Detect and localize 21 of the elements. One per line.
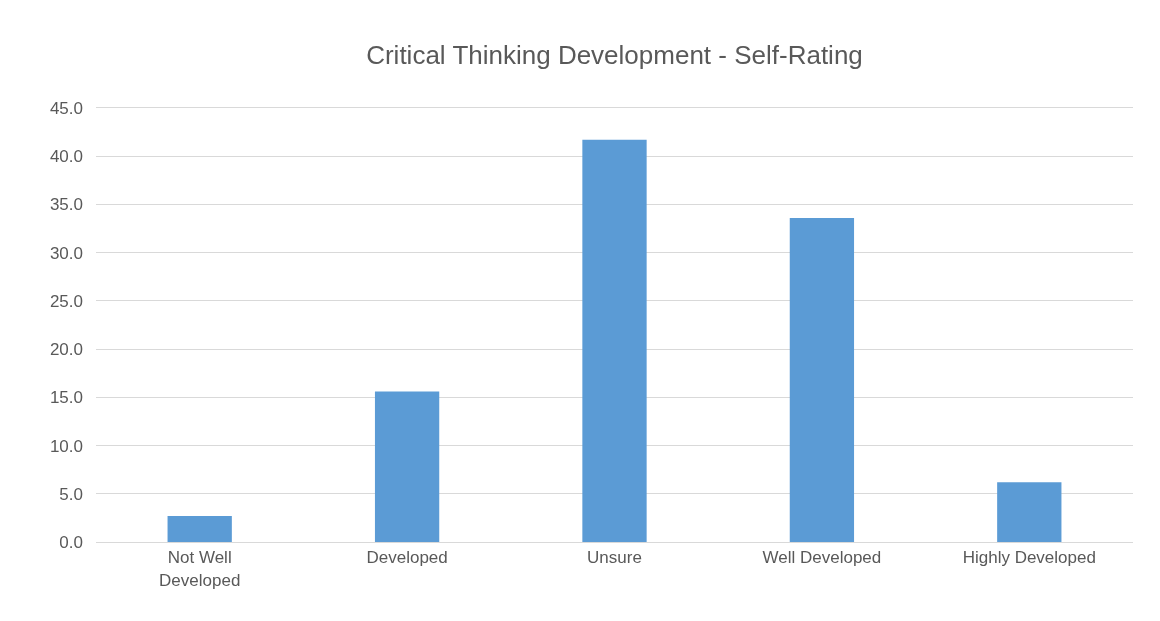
y-tick-label: 20.0 bbox=[49, 340, 83, 360]
y-tick-label: 35.0 bbox=[49, 195, 83, 215]
chart-title: Critical Thinking Development - Self-Rating bbox=[366, 40, 863, 71]
bar bbox=[789, 217, 855, 542]
x-tick-label: Well Developed bbox=[762, 548, 882, 568]
y-tick-label: 15.0 bbox=[49, 388, 83, 408]
y-tick-label: 30.0 bbox=[49, 243, 83, 263]
x-tick-label: Highly Developed bbox=[962, 548, 1096, 568]
bar bbox=[167, 515, 232, 542]
bar bbox=[582, 139, 647, 542]
y-tick-label: 45.0 bbox=[49, 98, 83, 118]
x-tick-label: Not Well Developed bbox=[159, 548, 241, 590]
y-tick-label: 10.0 bbox=[49, 436, 83, 456]
bar bbox=[997, 482, 1062, 542]
x-tick-label: Developed bbox=[366, 548, 448, 568]
x-tick-label: Unsure bbox=[587, 548, 642, 568]
y-tick-label: 0.0 bbox=[59, 532, 83, 552]
bar bbox=[374, 391, 440, 542]
y-tick-label: 5.0 bbox=[59, 484, 83, 504]
y-tick-label: 40.0 bbox=[49, 147, 83, 167]
y-tick-label: 25.0 bbox=[49, 291, 83, 311]
